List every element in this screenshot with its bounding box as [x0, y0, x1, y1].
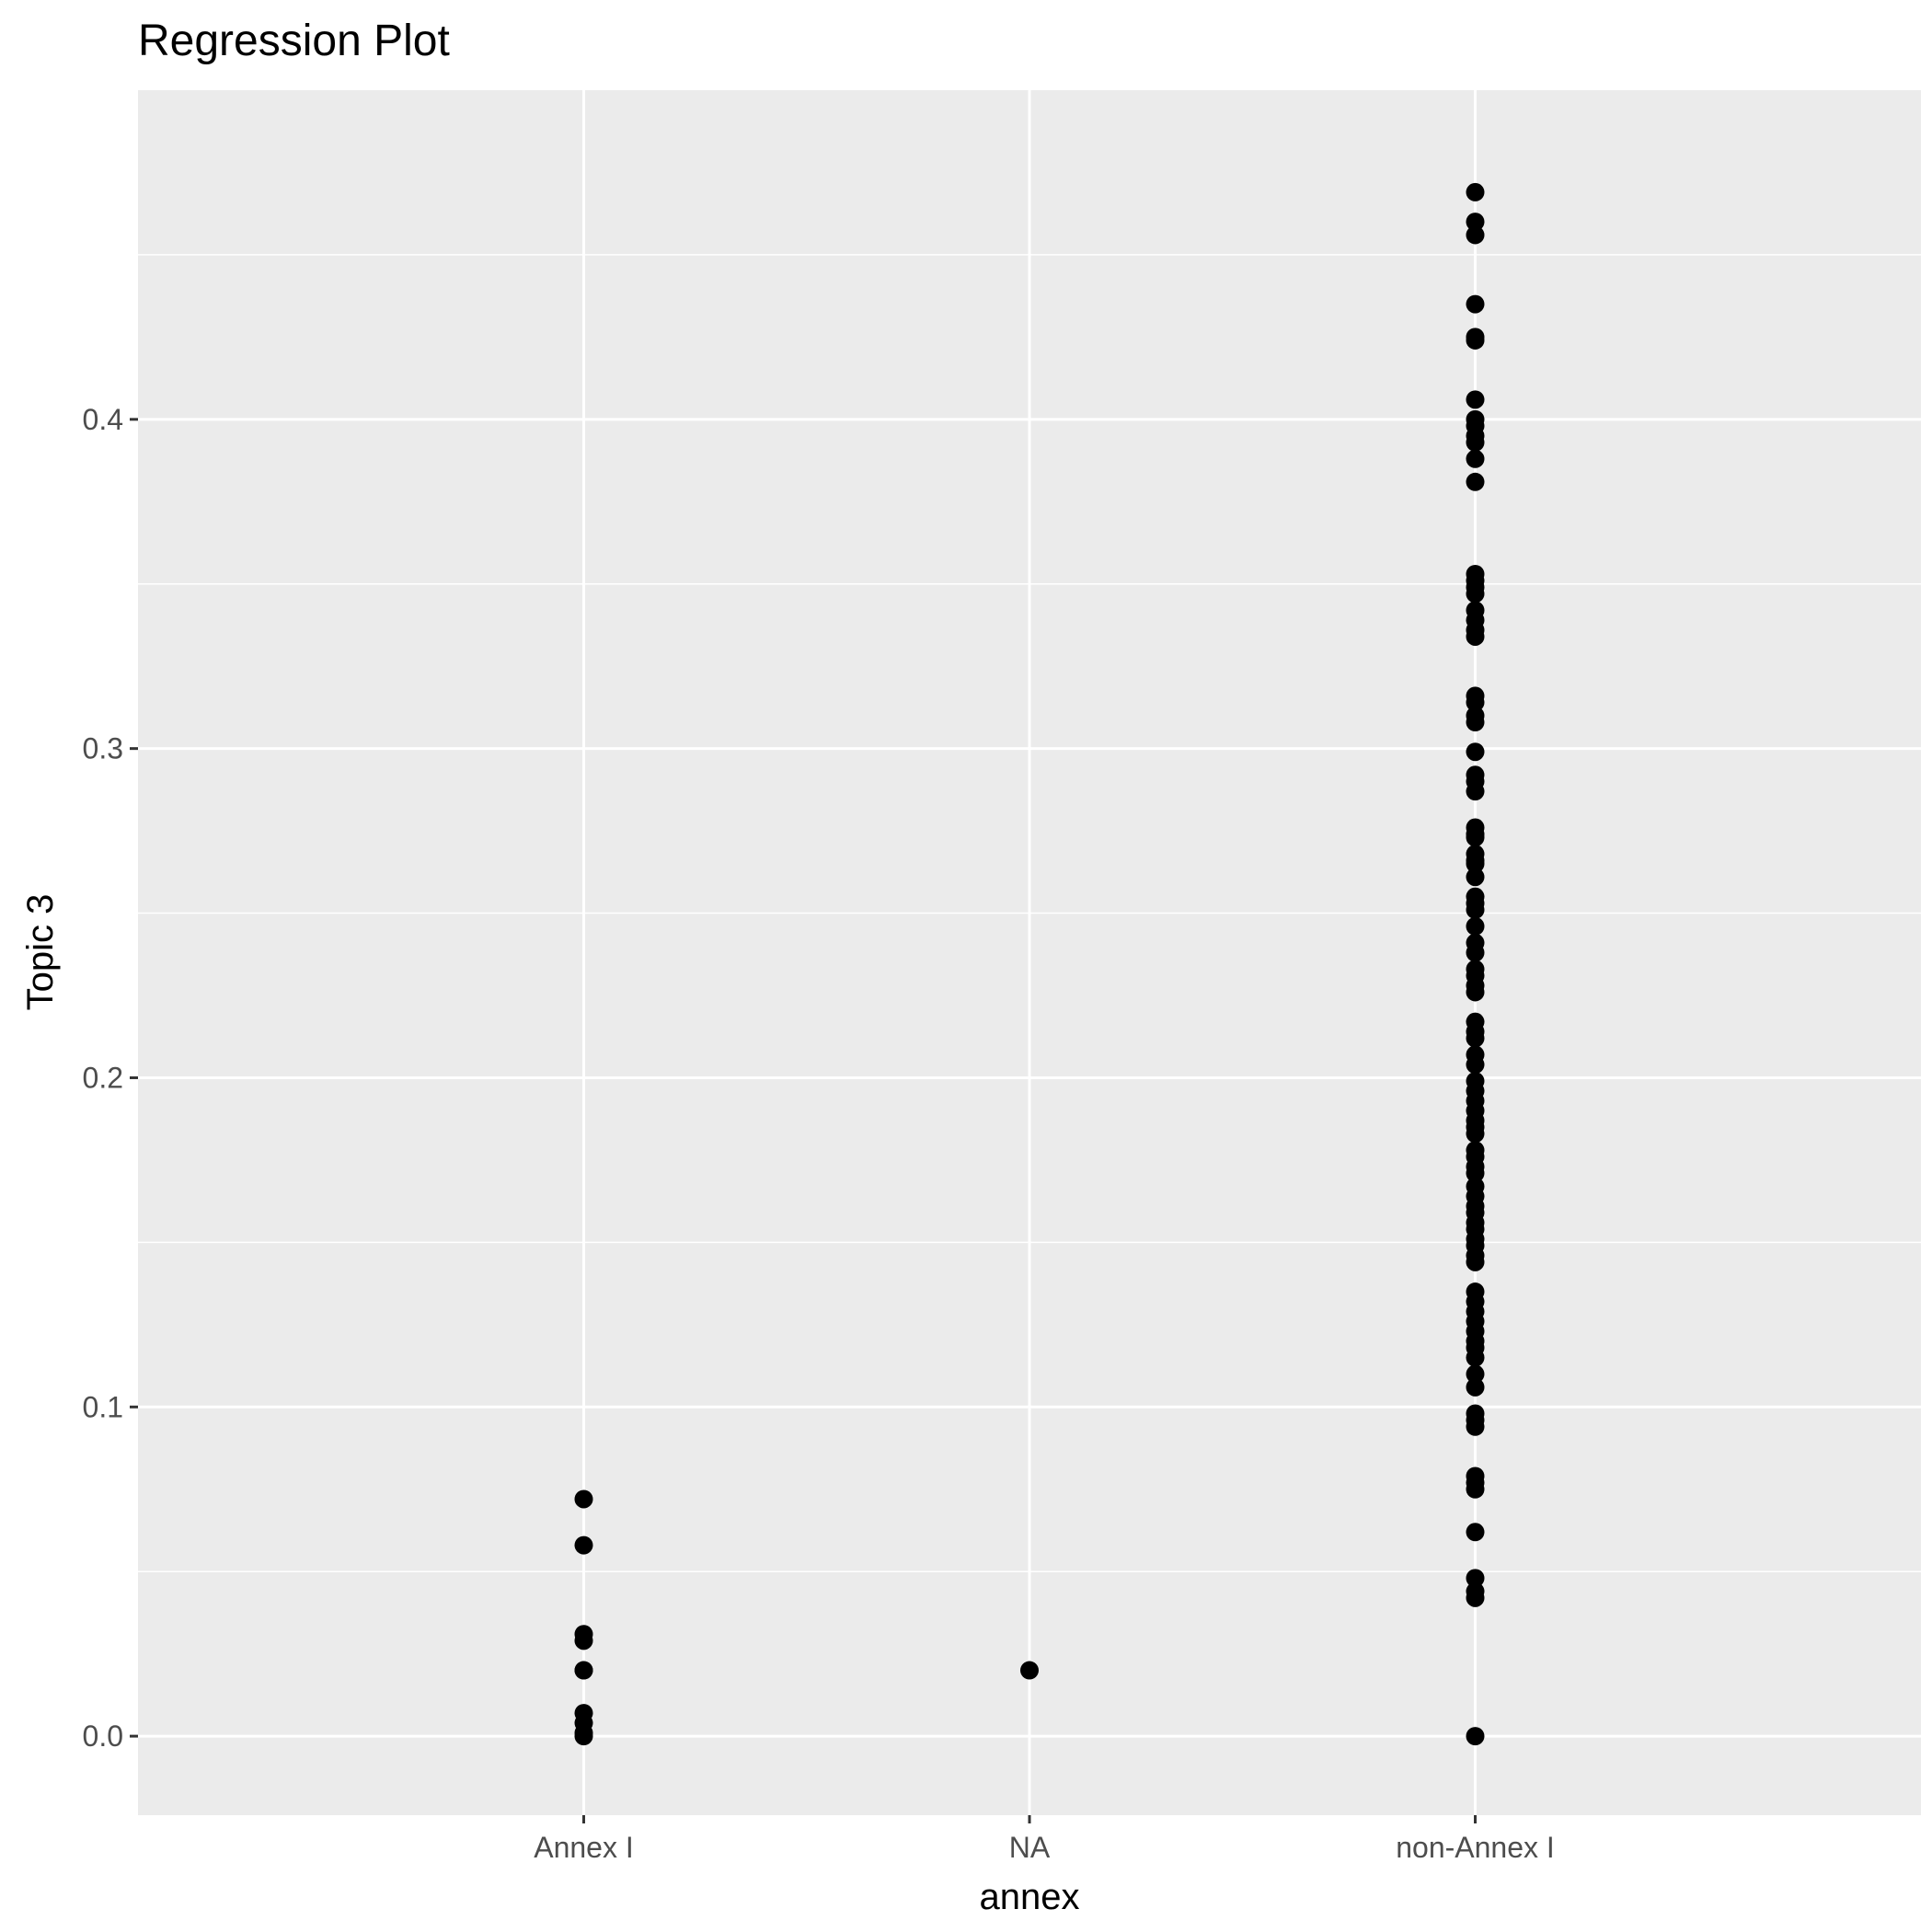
data-point — [574, 1535, 593, 1555]
data-point — [1466, 1348, 1485, 1367]
data-point — [1466, 584, 1485, 604]
data-point — [574, 1489, 593, 1509]
data-point — [1466, 432, 1485, 452]
x-tick-label: Annex I — [534, 1831, 634, 1864]
y-tick-label: 0.3 — [83, 732, 123, 765]
data-point — [1466, 472, 1485, 491]
data-point — [1466, 1727, 1485, 1746]
data-point — [1466, 943, 1485, 962]
data-point — [1466, 916, 1485, 936]
data-point — [1466, 713, 1485, 732]
data-point — [1466, 693, 1485, 712]
data-point — [1466, 627, 1485, 646]
major-gridlines — [138, 90, 1921, 1815]
x-tick-label: non-Annex I — [1396, 1831, 1555, 1864]
data-point — [1466, 213, 1485, 232]
data-point — [1466, 330, 1485, 350]
data-point — [1466, 390, 1485, 409]
y-axis: 0.0 0.1 0.2 0.3 0.4 — [83, 403, 138, 1753]
y-tick-label: 0.1 — [83, 1390, 123, 1423]
data-point — [1466, 1252, 1485, 1271]
data-point — [1466, 828, 1485, 847]
y-tick-label: 0.0 — [83, 1719, 123, 1753]
data-point — [1466, 1364, 1485, 1384]
x-axis-title: annex — [980, 1877, 1080, 1917]
data-point — [1466, 742, 1485, 762]
y-tick-label: 0.2 — [83, 1061, 123, 1094]
data-point — [1466, 1569, 1485, 1588]
data-point — [1466, 900, 1485, 919]
data-point — [1466, 983, 1485, 1002]
data-point — [574, 1631, 593, 1650]
data-point — [574, 1727, 593, 1746]
data-points — [574, 182, 1485, 1746]
y-tick-label: 0.4 — [83, 403, 123, 436]
y-axis-title: Topic 3 — [20, 894, 61, 1011]
data-point — [1466, 1055, 1485, 1075]
data-point — [1466, 1523, 1485, 1542]
data-point — [1466, 1588, 1485, 1607]
data-point — [1466, 782, 1485, 801]
data-point — [574, 1661, 593, 1680]
data-point — [1466, 182, 1485, 201]
data-point — [1466, 1029, 1485, 1048]
x-axis: Annex I NA non-Annex I — [534, 1815, 1555, 1864]
data-point — [1466, 1479, 1485, 1499]
data-point — [1466, 449, 1485, 468]
data-point — [1466, 1417, 1485, 1436]
data-point — [1466, 1377, 1485, 1397]
data-point — [1466, 854, 1485, 873]
x-tick-label: NA — [1009, 1831, 1051, 1864]
data-point — [1466, 225, 1485, 245]
data-point — [1466, 1164, 1485, 1183]
chart-title: Regression Plot — [138, 17, 450, 65]
data-point — [1466, 868, 1485, 887]
data-point — [1466, 294, 1485, 314]
data-point — [1466, 1124, 1485, 1144]
data-point — [1020, 1661, 1039, 1680]
